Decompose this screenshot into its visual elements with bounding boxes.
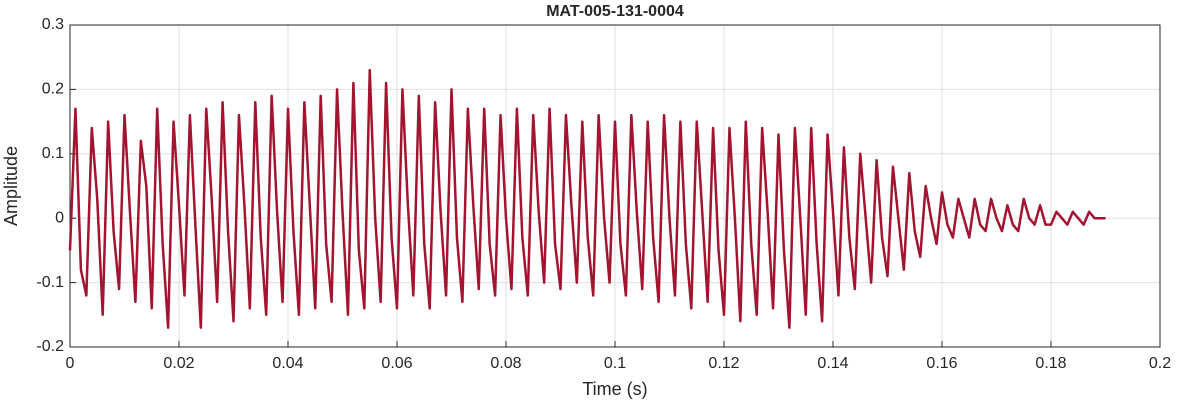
plot-frame — [69, 24, 1161, 348]
x-tick-label: 0.06 — [381, 355, 412, 372]
x-tick-label: 0.18 — [1035, 355, 1066, 372]
x-axis-label: Time (s) — [582, 379, 647, 399]
y-tick-label: 0 — [55, 209, 64, 226]
y-tick-label: -0.2 — [36, 338, 64, 355]
x-tick-label: 0.08 — [490, 355, 521, 372]
y-axis-label: Amplitude — [1, 146, 21, 226]
x-tick-label: 0.16 — [926, 355, 957, 372]
x-tick-label: 0.12 — [708, 355, 739, 372]
y-tick-label: 0.1 — [42, 145, 64, 162]
x-tick-label: 0 — [66, 355, 75, 372]
x-tick-label: 0.04 — [272, 355, 303, 372]
x-tick-label: 0.14 — [817, 355, 848, 372]
x-tick-label: 0.02 — [163, 355, 194, 372]
y-tick-label: -0.1 — [36, 274, 64, 291]
y-tick-label: 0.2 — [42, 81, 64, 98]
x-tick-label: 0.1 — [604, 355, 626, 372]
x-tick-label: 0.2 — [1149, 355, 1171, 372]
signal-line — [68, 68, 1106, 329]
y-tick-label: 0.3 — [42, 16, 64, 33]
chart-title: MAT-005-131-0004 — [546, 3, 684, 20]
